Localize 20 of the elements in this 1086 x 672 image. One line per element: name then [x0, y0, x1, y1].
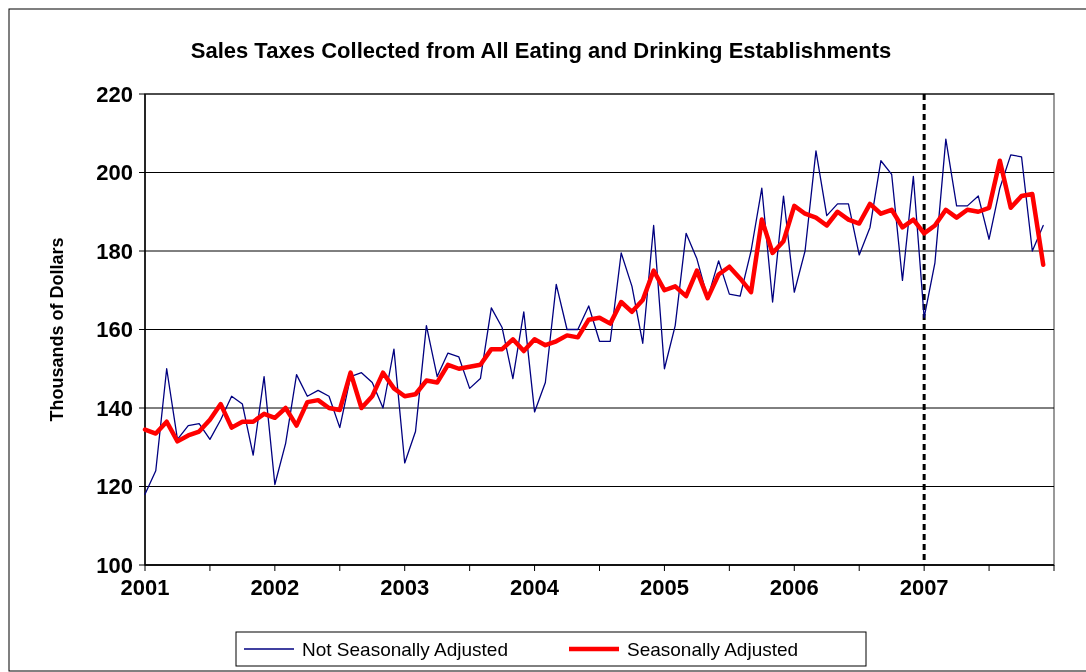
line-series: [144, 138, 1044, 495]
y-tick-label: 120: [96, 474, 133, 500]
x-tick-label: 2003: [380, 575, 430, 600]
y-tick-label: 140: [96, 395, 133, 421]
x-tick-label: 2006: [769, 575, 819, 600]
y-tick-label: 100: [96, 552, 133, 578]
y-tick-label: 180: [96, 238, 133, 264]
y-tick-label: 200: [96, 160, 133, 186]
chart-title: Sales Taxes Collected from All Eating and Drinking Establishments: [190, 38, 892, 63]
x-tick-label: 2005: [639, 575, 689, 600]
x-tick-label: 2007: [899, 575, 949, 600]
y-axis-title: Thousands of Dollars: [47, 237, 67, 422]
legend-label: Seasonally Adjusted: [627, 638, 799, 660]
y-tick-label: 220: [96, 81, 133, 107]
x-tick-label: 2002: [250, 575, 300, 600]
x-tick-label: 2004: [510, 575, 560, 600]
line-series: [142, 158, 1046, 444]
x-tick-label: 2001: [120, 575, 170, 600]
legend-label: Not Seasonally Adjusted: [302, 638, 508, 660]
y-tick-label: 160: [96, 317, 133, 343]
